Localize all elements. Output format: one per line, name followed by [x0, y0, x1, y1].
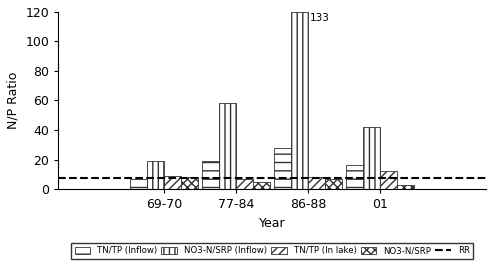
- Bar: [325, 179, 342, 189]
- Bar: [164, 176, 181, 189]
- Y-axis label: N/P Ratio: N/P Ratio: [7, 72, 20, 129]
- X-axis label: Year: Year: [259, 217, 285, 230]
- Bar: [202, 161, 219, 189]
- Bar: [346, 165, 363, 189]
- Bar: [308, 177, 325, 189]
- Bar: [219, 103, 236, 189]
- Text: 133: 133: [310, 13, 330, 23]
- Bar: [380, 171, 397, 189]
- Bar: [130, 179, 148, 189]
- Bar: [148, 161, 164, 189]
- Bar: [274, 148, 291, 189]
- Bar: [236, 179, 253, 189]
- Bar: [253, 182, 270, 189]
- Bar: [291, 12, 308, 189]
- Bar: [181, 177, 198, 189]
- Bar: [397, 185, 414, 189]
- Bar: [363, 127, 380, 189]
- Legend: TN/TP (Inflow), NO3-N/SRP (Inflow), TN/TP (In lake), NO3-N/SRP, RR: TN/TP (Inflow), NO3-N/SRP (Inflow), TN/T…: [71, 243, 473, 259]
